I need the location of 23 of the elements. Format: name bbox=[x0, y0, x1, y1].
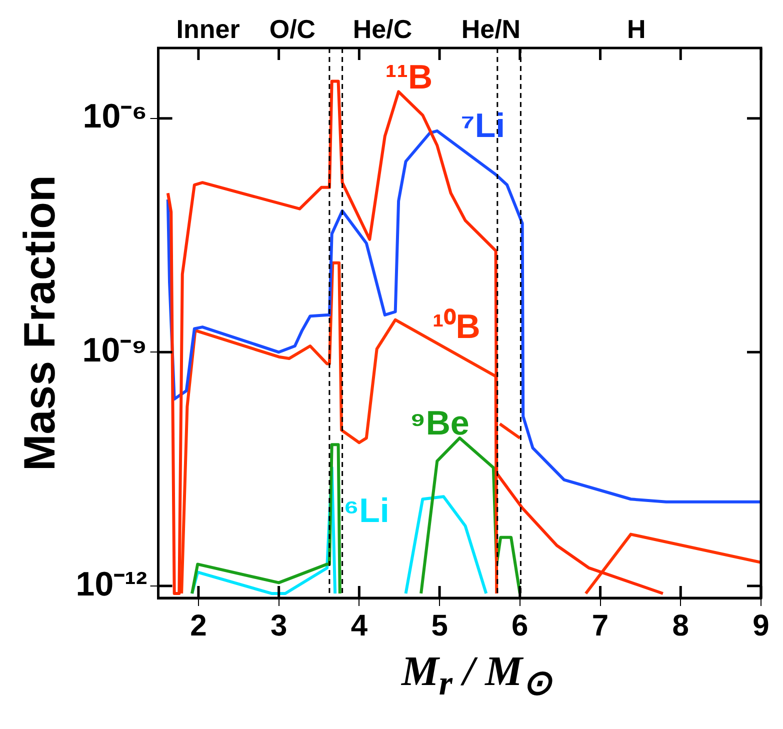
series-label: ⁹Be bbox=[410, 404, 470, 443]
y-tick-label: 10⁻⁶ bbox=[82, 98, 148, 136]
series-label: ⁷Li bbox=[460, 107, 506, 146]
series-label: ⁶Li bbox=[343, 492, 390, 530]
series-label: ¹¹B bbox=[385, 58, 433, 96]
x-tick-label: 2 bbox=[190, 609, 207, 642]
x-tick-label: 3 bbox=[270, 609, 288, 642]
y-tick-label: 10⁻⁹ bbox=[82, 332, 148, 370]
x-tick-label: 5 bbox=[431, 609, 448, 642]
x-axis-title: M$_{r}$ / M$_{⊙}$ bbox=[400, 648, 554, 704]
text: O/C bbox=[269, 14, 316, 44]
text: He/C bbox=[352, 14, 412, 44]
x-tick-label: 9 bbox=[752, 609, 770, 642]
y-tick-label: 10⁻¹² bbox=[76, 565, 148, 604]
text: He/N bbox=[461, 14, 521, 44]
x-tick-label: 7 bbox=[592, 609, 609, 642]
x-tick-label: 8 bbox=[672, 609, 689, 642]
x-tick-label: 4 bbox=[350, 609, 368, 642]
text: H bbox=[627, 14, 646, 44]
y-axis-title: Mass Fraction bbox=[16, 175, 65, 471]
x-tick-label: 6 bbox=[512, 609, 528, 642]
series-label: ¹⁰B bbox=[432, 308, 480, 346]
text: Inner bbox=[176, 14, 240, 44]
